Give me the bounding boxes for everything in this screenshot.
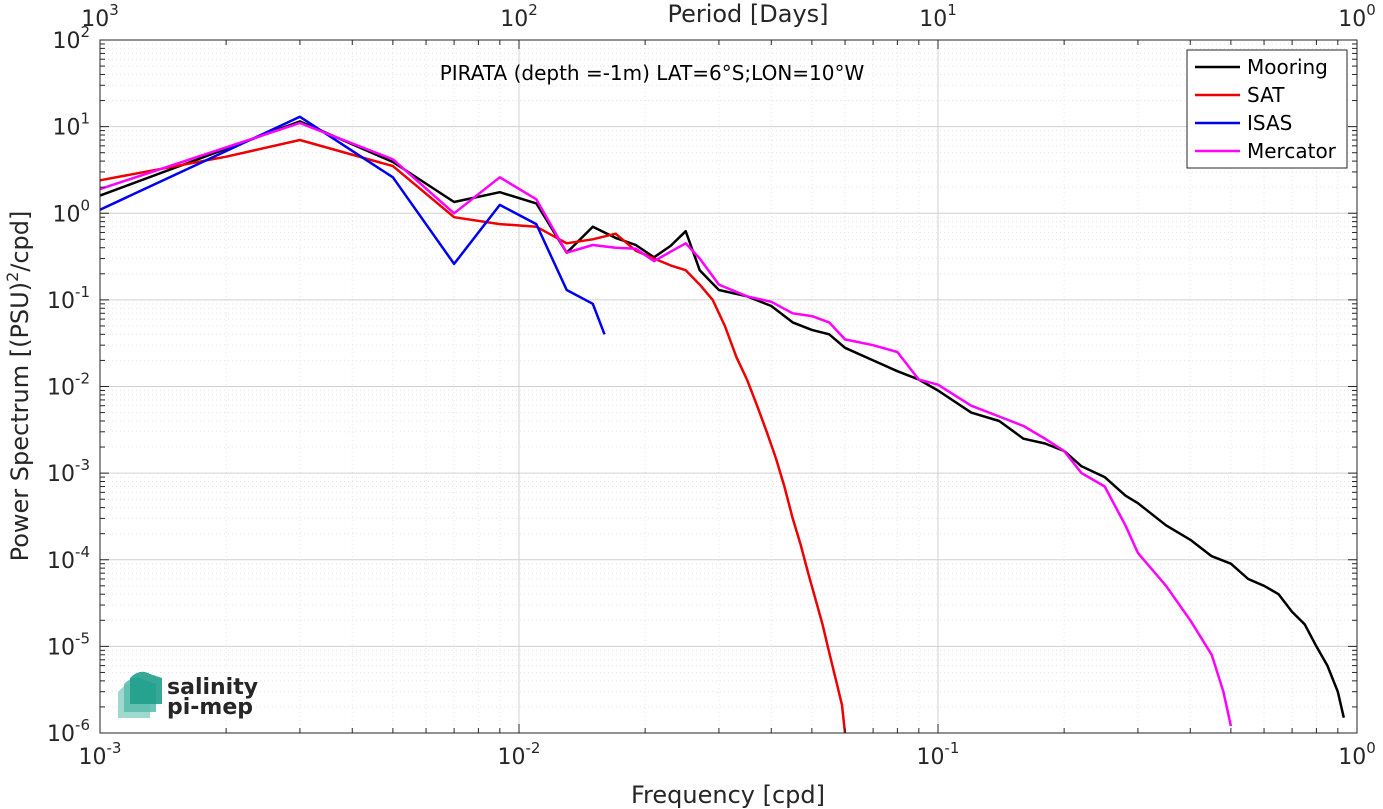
x-tick-label: 10-2: [498, 739, 541, 770]
x-tick-label: 10-1: [917, 739, 960, 770]
x-axis-label: Frequency [cpd]: [631, 781, 825, 809]
top-tick-label: 103: [81, 1, 119, 32]
chart-title: PIRATA (depth =-1m) LAT=6°S;LON=10°W: [440, 61, 865, 85]
legend-label-mercator: Mercator: [1247, 139, 1337, 163]
legend-label-mooring: Mooring: [1247, 55, 1328, 79]
y-tick-label: 10-1: [47, 283, 90, 314]
logo-text-pi-mep: pi-mep: [167, 695, 253, 720]
y-axis-label: Power Spectrum [(PSU)2/cpd]: [3, 211, 34, 562]
y-tick-label: 102: [52, 23, 90, 54]
tick-labels: 10-3 103 10-2 102 10-1 101 100 100 10-6 10-5 10-4 1…: [47, 1, 1376, 770]
series-line-mercator: [99, 121, 1233, 727]
y-tick-label: 10-6: [47, 716, 90, 747]
series-line-sat: [99, 138, 847, 734]
y-tick-label: 101: [52, 110, 90, 141]
y-tick-label: 10-5: [47, 629, 90, 660]
top-tick-label: 100: [1338, 1, 1376, 32]
series-line-isas: [99, 115, 606, 335]
legend-label-isas: ISAS: [1247, 111, 1292, 135]
y-tick-label: 10-2: [47, 370, 90, 401]
y-axis-label-exponent: 2: [3, 272, 22, 282]
y-axis-label-main: Power Spectrum [(PSU): [6, 282, 34, 561]
top-tick-label: 102: [500, 1, 538, 32]
legend-box: [1186, 49, 1348, 169]
series-layer: [99, 115, 1346, 734]
y-tick-label: 10-3: [47, 456, 90, 487]
y-tick-label: 10-4: [47, 543, 90, 574]
legend-label-sat: SAT: [1247, 83, 1285, 107]
y-tick-label: 100: [52, 196, 90, 227]
x-tick-label: 100: [1338, 739, 1376, 770]
legend: Mooring SAT ISAS Mercator: [1186, 49, 1348, 169]
salinity-pi-mep-logo: salinity pi-mep: [118, 671, 258, 720]
y-axis-label-unit: /cpd]: [6, 211, 34, 272]
x-tick-label: 10-3: [79, 739, 122, 770]
logo-mark-icon: [118, 671, 162, 718]
tick-marks: [99, 39, 1358, 734]
top-tick-label: 101: [919, 1, 957, 32]
top-axis-label: Period [Days]: [667, 0, 828, 28]
logo-text-salinity: salinity: [167, 675, 258, 700]
